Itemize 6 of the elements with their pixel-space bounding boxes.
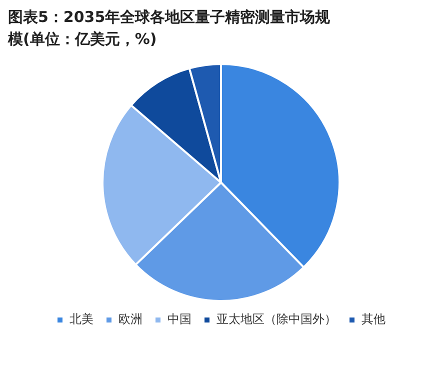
legend-label: 中国 [168, 312, 192, 326]
legend-label: 亚太地区（除中国外） [216, 312, 336, 326]
chart-title: 图表5：2035年全球各地区量子精密测量市场规模(单位：亿美元，%) [8, 7, 332, 50]
legend-label: 其他 [362, 312, 386, 326]
legend-label: 欧洲 [118, 312, 142, 326]
legend-label: 北美 [70, 312, 94, 326]
